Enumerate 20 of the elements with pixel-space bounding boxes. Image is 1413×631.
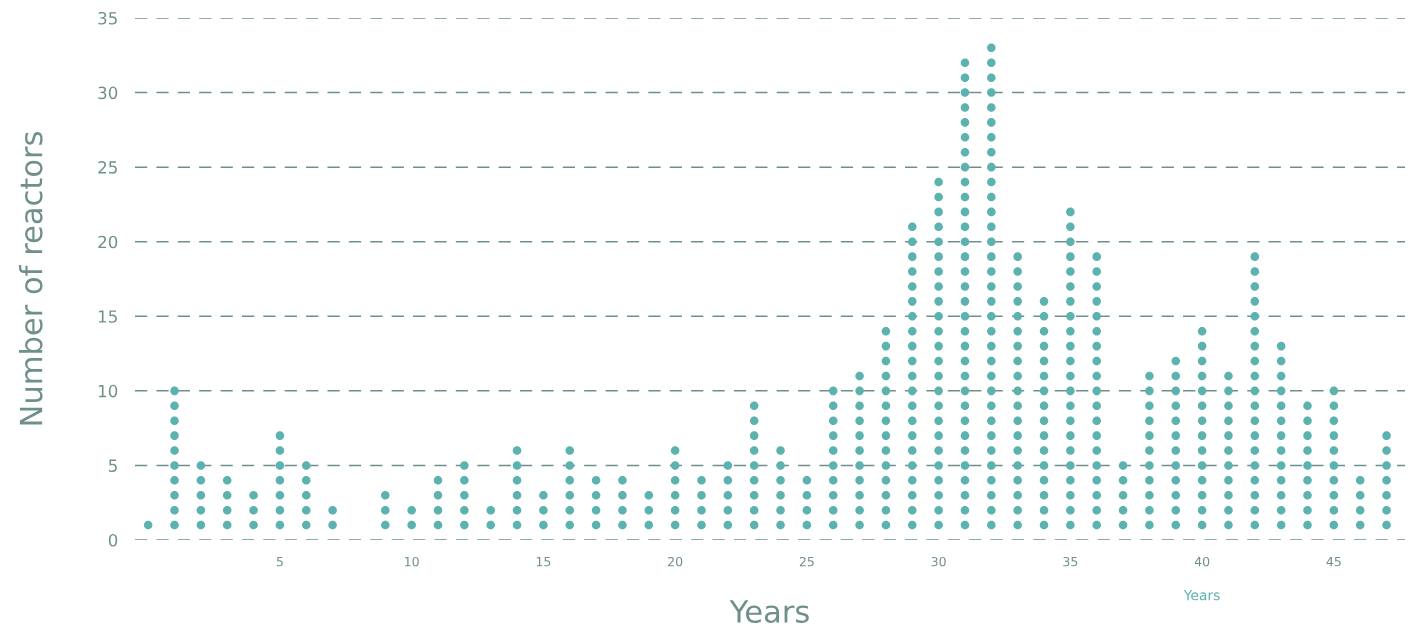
text: Years	[1183, 590, 1220, 601]
x-tick-label: 20	[668, 556, 683, 567]
x-tick-label: 10	[405, 556, 419, 567]
y-tick-label: 15	[98, 310, 117, 323]
y-tick-label: 20	[98, 235, 118, 249]
y-tick-label: 10	[98, 384, 118, 398]
y-axis-title: Number of reactors	[18, 132, 43, 425]
x-tick-label: 35	[1063, 556, 1078, 567]
y-tick-label: 35	[98, 11, 117, 25]
x-tick-label: 5	[276, 557, 283, 567]
y-tick-label: 30	[98, 86, 118, 100]
x-tick-label: 25	[799, 556, 814, 567]
x-tick-label: 30	[931, 556, 946, 567]
y-tick-label: 5	[109, 459, 117, 472]
x-tick-label: 40	[1194, 556, 1210, 567]
x-tick-label: 15	[536, 557, 551, 567]
y-tick-label: 25	[98, 161, 117, 174]
x-tick-label: 45	[1326, 557, 1341, 567]
y-tick-label: 0	[108, 533, 118, 547]
x-axis-title: Years	[729, 600, 809, 623]
